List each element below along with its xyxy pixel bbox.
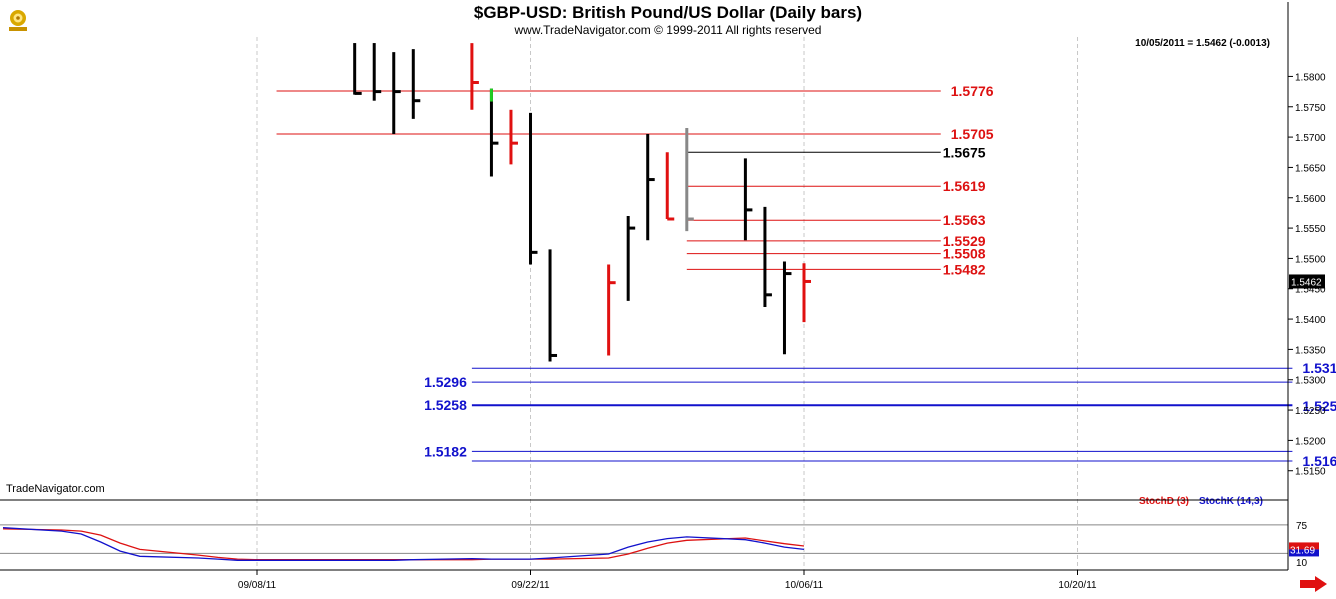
level-label: 1.5508 bbox=[943, 246, 986, 262]
stochastic-panel: 75 10 StochD (3) StochK (14,3) 31.69 bbox=[0, 496, 1319, 569]
stoch-last-box-k bbox=[1289, 549, 1319, 557]
level-label: 1.5619 bbox=[943, 178, 986, 194]
y-tick-label: 1.5600 bbox=[1295, 194, 1326, 205]
y-tick-label: 1.5200 bbox=[1295, 436, 1326, 447]
level-label: 1.5563 bbox=[943, 212, 986, 228]
level-label: 1.5776 bbox=[951, 83, 994, 99]
stoch-last-label: 31.69 bbox=[1290, 545, 1315, 556]
y-tick-label: 1.5300 bbox=[1295, 376, 1326, 387]
y-tick-label: 1.5550 bbox=[1295, 224, 1326, 235]
y-tick-label: 1.5750 bbox=[1295, 103, 1326, 114]
level-label: 1.5182 bbox=[424, 443, 467, 459]
stoch-legend-d: StochD (3) bbox=[1139, 496, 1189, 507]
level-lines: 1.57761.57051.56751.56191.55631.55291.55… bbox=[276, 83, 1336, 469]
chart-title: $GBP-USD: British Pound/US Dollar (Daily… bbox=[474, 3, 862, 22]
x-tick-label: 09/22/11 bbox=[511, 580, 550, 591]
red-right-arrow-icon[interactable] bbox=[1297, 576, 1327, 592]
ship-wheel-logo-icon bbox=[9, 10, 27, 31]
stoch-legend-k: StochK (14,3) bbox=[1199, 496, 1263, 507]
last-price-box bbox=[1289, 274, 1325, 289]
x-tick-label: 10/06/11 bbox=[785, 580, 824, 591]
y-tick-label: 1.5450 bbox=[1295, 285, 1326, 296]
y-tick-label: 1.5800 bbox=[1295, 72, 1326, 83]
last-price-label: 1.5462 bbox=[1291, 277, 1322, 288]
stoch-tick-label: 75 bbox=[1296, 521, 1308, 532]
stoch-series-line bbox=[2, 528, 805, 561]
y-tick-label: 1.5150 bbox=[1295, 467, 1326, 478]
x-tick-label: 09/08/11 bbox=[238, 580, 277, 591]
level-label: 1.5705 bbox=[951, 126, 994, 142]
grid-layer bbox=[256, 37, 1079, 570]
axes-layer: 1.5800 1.5750 1.5700 1.5650 1.5600 1.5550 1.55… bbox=[0, 2, 1326, 591]
level-label: 1.5482 bbox=[943, 261, 986, 277]
level-label: 1.5258 bbox=[424, 397, 467, 413]
y-tick-label: 1.5700 bbox=[1295, 133, 1326, 144]
price-bars bbox=[353, 43, 812, 362]
copyright-text: www.TradeNavigator.com © 1999-2011 All r… bbox=[514, 23, 822, 37]
stoch-last-box-d bbox=[1289, 542, 1319, 550]
y-tick-label: 1.5650 bbox=[1295, 163, 1326, 174]
stoch-series-line bbox=[2, 527, 805, 561]
level-label: 1.5319 bbox=[1302, 360, 1336, 376]
y-tick-label: 1.5400 bbox=[1295, 315, 1326, 326]
y-tick-label: 1.5350 bbox=[1295, 345, 1326, 356]
x-tick-label: 10/20/11 bbox=[1058, 580, 1097, 591]
y-tick-label: 1.5500 bbox=[1295, 254, 1326, 265]
level-label: 1.5296 bbox=[424, 374, 467, 390]
level-label: 1.5257 bbox=[1302, 398, 1336, 414]
stoch-tick-label: 10 bbox=[1296, 558, 1308, 569]
level-label: 1.5166 bbox=[1302, 453, 1336, 469]
watermark-text: TradeNavigator.com bbox=[6, 483, 105, 495]
level-label: 1.5529 bbox=[943, 233, 986, 249]
last-quote-text: 10/05/2011 = 1.5462 (-0.0013) bbox=[1135, 38, 1270, 49]
y-tick-label: 1.5250 bbox=[1295, 406, 1326, 417]
level-label: 1.5675 bbox=[943, 144, 986, 160]
